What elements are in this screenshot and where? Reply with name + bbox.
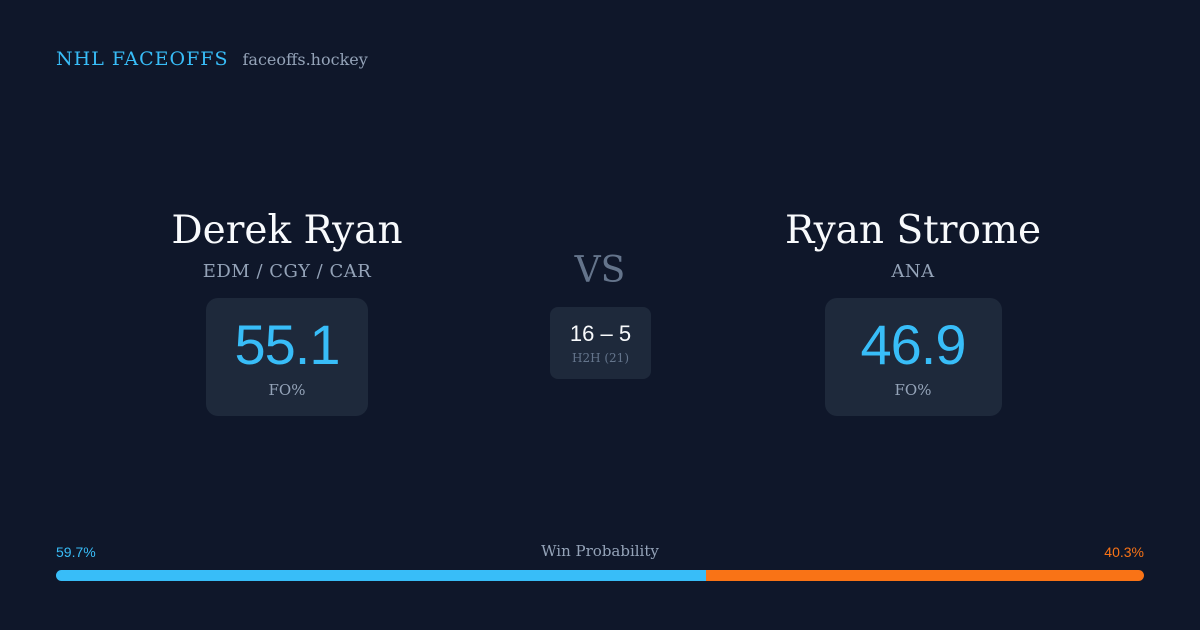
brand-title: NHL FACEOFFS bbox=[56, 48, 229, 70]
player-right-name: Ryan Strome bbox=[784, 208, 1042, 253]
h2h-card: 16 – 5 H2H (21) bbox=[550, 307, 651, 379]
win-probability-right-label: 40.3% bbox=[1104, 544, 1144, 560]
player-left-teams: EDM / CGY / CAR bbox=[202, 261, 372, 282]
player-right: Ryan Strome ANA 46.9 FO% bbox=[713, 205, 1113, 416]
player-left-fo-label: FO% bbox=[268, 381, 306, 399]
h2h-score: 16 – 5 bbox=[569, 321, 632, 346]
versus-label: VS bbox=[574, 250, 626, 291]
win-probability: 59.7% Win Probability 40.3% bbox=[56, 542, 1144, 581]
player-left-fo-card: 55.1 FO% bbox=[206, 298, 368, 416]
player-right-fo-label: FO% bbox=[894, 381, 932, 399]
player-right-fo-card: 46.9 FO% bbox=[824, 298, 1002, 416]
player-left: Derek Ryan EDM / CGY / CAR 55.1 FO% bbox=[87, 205, 487, 416]
h2h-label: H2H (21) bbox=[571, 351, 629, 365]
win-probability-right-fill bbox=[705, 570, 1144, 581]
brand-header: NHL FACEOFFS faceoffs.hockey bbox=[56, 48, 368, 70]
brand-site: faceoffs.hockey bbox=[242, 50, 368, 69]
player-right-teams: ANA bbox=[891, 261, 935, 282]
win-probability-title: Win Probability bbox=[541, 542, 659, 560]
win-probability-left-fill bbox=[56, 570, 706, 581]
win-probability-left-label: 59.7% bbox=[56, 544, 96, 560]
player-left-name: Derek Ryan bbox=[171, 208, 403, 253]
player-left-fo-value: 55.1 bbox=[234, 313, 341, 376]
win-probability-bar bbox=[56, 570, 1144, 581]
player-right-fo-value: 46.9 bbox=[860, 313, 967, 376]
win-probability-labels: 59.7% Win Probability 40.3% bbox=[56, 542, 1144, 562]
